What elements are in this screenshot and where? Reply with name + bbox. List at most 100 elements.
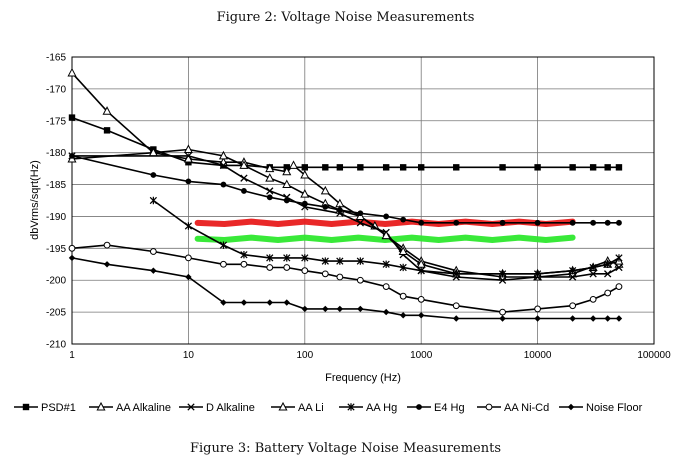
data-point-aa-ni-cd	[240, 260, 248, 268]
data-point-psd-1	[336, 164, 344, 171]
data-point-e4-hg	[400, 216, 407, 223]
data-point-e4-hg	[604, 219, 611, 226]
data-point-aa-hg	[615, 254, 623, 262]
data-point-noise-floor	[499, 315, 506, 322]
data-point-e4-hg	[616, 219, 622, 226]
data-point-aa-alkaline	[288, 160, 299, 169]
data-point-aa-li	[265, 173, 275, 182]
legend-item-e4-hg: E4 Hg	[407, 402, 465, 414]
series-d-alkaline	[68, 152, 623, 284]
data-point-noise-floor	[615, 315, 623, 322]
data-point-aa-ni-cd	[68, 244, 76, 252]
series-line-aa-hg	[152, 199, 620, 275]
data-point-aa-ni-cd	[382, 283, 390, 291]
data-point-psd-1	[589, 164, 597, 171]
data-point-noise-floor	[418, 312, 425, 319]
data-point-aa-hg	[321, 257, 329, 265]
data-point-noise-floor	[322, 305, 329, 313]
data-point-aa-ni-cd	[220, 260, 227, 268]
legend-item-psd-1: PSD#1	[14, 402, 76, 414]
x-tick-label: 1000	[410, 350, 433, 361]
legend-item-d-alkaline: D Alkaline	[179, 402, 255, 414]
x-tick-label: 10	[183, 350, 195, 361]
y-tick-label: -180	[46, 148, 66, 159]
series-line-noise-floor	[71, 257, 619, 320]
data-point-noise-floor	[399, 312, 407, 319]
grid	[71, 56, 655, 345]
data-point-noise-floor	[150, 267, 157, 274]
data-point-noise-floor	[382, 308, 390, 316]
data-point-aa-hg	[149, 196, 157, 205]
data-point-aa-li	[148, 147, 158, 157]
legend-label: AA Alkaline	[116, 402, 171, 414]
data-point-e4-hg	[301, 200, 308, 207]
data-point-aa-hg	[356, 257, 364, 265]
data-point-e4-hg	[499, 219, 506, 226]
data-point-aa-ni-cd	[356, 276, 364, 284]
legend-marker-psd-1	[22, 403, 30, 411]
data-point-aa-ni-cd	[103, 241, 111, 249]
data-point-aa-ni-cd	[336, 273, 344, 281]
data-point-noise-floor	[266, 299, 273, 306]
y-tick-label: -205	[46, 308, 66, 319]
data-point-aa-li	[239, 160, 249, 169]
legend-label: E4 Hg	[434, 402, 465, 414]
legend-label: AA Ni-Cd	[504, 402, 549, 414]
data-point-d-alkaline	[356, 219, 364, 227]
data-point-aa-hg	[266, 254, 274, 262]
legend: PSD#1 AA Alkaline D Alkaline AA Li AA Hg E4 H…	[14, 401, 643, 414]
x-tick-label: 100000	[637, 350, 671, 361]
data-point-e4-hg	[357, 210, 364, 217]
data-point-noise-floor	[604, 315, 611, 322]
legend-marker-d-alkaline	[187, 403, 195, 411]
data-point-aa-ni-cd	[283, 264, 291, 271]
data-point-noise-floor	[589, 315, 597, 322]
data-point-noise-floor	[534, 315, 541, 322]
voltage-noise-chart: 1 10 100 1000 10000 100000 -165 -170 -175 -180 -18…	[14, 53, 671, 414]
data-point-e4-hg	[383, 213, 390, 220]
legend-marker-aa-li	[278, 401, 288, 411]
data-point-aa-hg	[533, 270, 542, 278]
data-point-aa-ni-cd	[452, 302, 460, 310]
data-point-noise-floor	[569, 315, 576, 322]
data-point-aa-hg	[184, 222, 193, 230]
data-point-aa-ni-cd	[569, 302, 577, 310]
data-point-aa-ni-cd	[399, 292, 407, 300]
data-point-aa-li	[398, 246, 408, 256]
legend-item-noise-floor: Noise Floor	[559, 402, 643, 414]
data-point-aa-hg	[604, 260, 612, 268]
x-axis-label: Frequency (Hz)	[325, 372, 401, 384]
data-point-d-alkaline	[568, 273, 577, 281]
data-point-aa-ni-cd	[499, 308, 506, 316]
data-point-aa-ni-cd	[321, 270, 329, 278]
legend-marker-aa-ni-cd	[485, 403, 493, 411]
data-point-d-alkaline	[498, 276, 507, 284]
data-point-psd-1	[453, 164, 460, 171]
data-point-aa-ni-cd	[604, 289, 612, 297]
data-point-e4-hg	[266, 194, 273, 201]
data-point-psd-1	[615, 164, 623, 171]
data-point-noise-floor	[185, 273, 192, 281]
data-point-e4-hg	[185, 178, 192, 185]
data-point-d-alkaline	[240, 174, 248, 182]
data-point-psd-1	[382, 164, 390, 171]
data-point-e4-hg	[69, 152, 75, 159]
data-point-e4-hg	[241, 188, 247, 194]
legend-label: AA Hg	[366, 402, 397, 414]
legend-label: Noise Floor	[586, 402, 643, 414]
data-point-aa-ni-cd	[301, 267, 309, 275]
data-point-aa-alkaline	[102, 106, 112, 115]
data-point-noise-floor	[453, 315, 460, 322]
data-point-aa-ni-cd	[185, 254, 192, 262]
data-point-aa-alkaline	[265, 163, 275, 173]
series-psd-1	[68, 114, 623, 171]
figure-caption: Figure 3: Battery Voltage Noise Measurem…	[190, 441, 501, 456]
y-tick-label: -165	[46, 53, 66, 64]
data-point-aa-alkaline	[67, 67, 77, 77]
legend-label: PSD#1	[41, 402, 76, 414]
data-point-aa-hg	[417, 266, 425, 275]
data-point-aa-alkaline	[320, 185, 330, 195]
tick-labels: 1 10 100 1000 10000 100000 -165 -170 -175 -180 -18…	[46, 53, 671, 362]
data-point-psd-1	[604, 164, 611, 171]
data-point-aa-li	[282, 179, 292, 189]
